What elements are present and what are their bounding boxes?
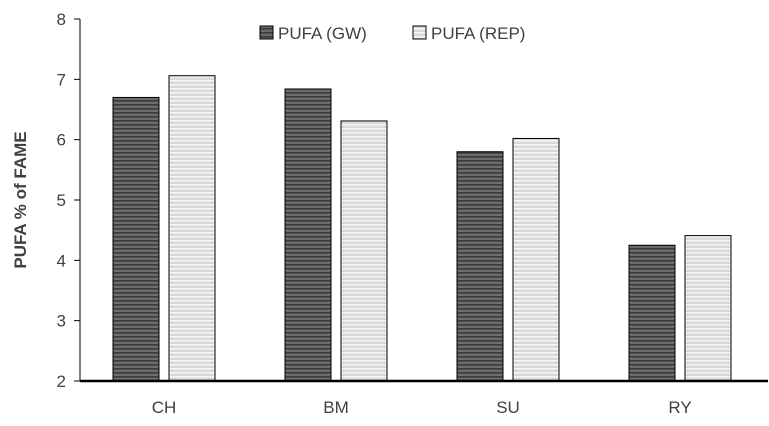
legend-label-rep: PUFA (REP) <box>431 24 525 43</box>
y-tick-label: 2 <box>57 372 66 391</box>
legend-label-gw: PUFA (GW) <box>278 24 367 43</box>
y-tick-label: 8 <box>57 10 66 29</box>
bar-ch-gw <box>112 96 160 382</box>
y-tick-label: 4 <box>57 251 66 270</box>
bar-bm-gw <box>284 88 332 382</box>
x-tick-label: CH <box>152 398 177 417</box>
bar-su-rep <box>512 137 560 382</box>
y-tick-label: 5 <box>57 191 66 210</box>
y-axis: 2 3 4 5 6 7 8 <box>57 10 80 391</box>
legend-swatch-rep <box>412 25 427 40</box>
x-tick-label: SU <box>496 398 520 417</box>
x-tick-label: BM <box>323 398 349 417</box>
legend-item-gw: PUFA (GW) <box>259 24 367 43</box>
bar-ry-rep <box>684 235 732 382</box>
y-axis-title: PUFA % of FAME <box>11 131 30 268</box>
y-tick-label: 6 <box>57 131 66 150</box>
legend-swatch-gw <box>259 25 274 40</box>
x-axis: CH BM SU RY <box>152 398 692 417</box>
legend: PUFA (GW) PUFA (REP) <box>259 24 525 43</box>
bar-ry-gw <box>628 244 676 382</box>
bar-su-gw <box>456 151 504 382</box>
bar-bm-rep <box>340 120 388 382</box>
bar-ch-rep <box>168 75 216 382</box>
legend-item-rep: PUFA (REP) <box>412 24 525 43</box>
y-tick-label: 7 <box>57 70 66 89</box>
x-tick-label: RY <box>668 398 691 417</box>
y-tick-label: 3 <box>57 312 66 331</box>
bars-group <box>112 75 732 382</box>
